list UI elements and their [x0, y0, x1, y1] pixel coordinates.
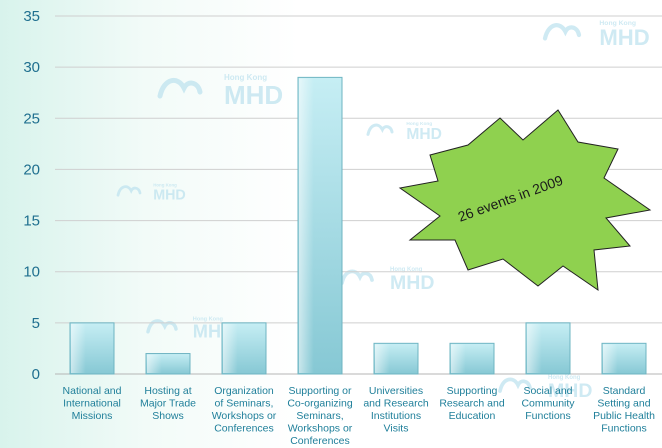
- bar-highlight: [527, 324, 569, 373]
- bar: [70, 323, 114, 374]
- y-tick-label: 5: [32, 315, 40, 332]
- x-tick-label: National and International Missions: [63, 385, 122, 422]
- y-axis-ticks: 0 5 10 15 20 25 30 35: [23, 8, 40, 383]
- x-tick-label: Social and Community Functions: [521, 385, 575, 422]
- bar-highlight: [71, 324, 113, 373]
- bar: [602, 343, 646, 374]
- bar: [450, 343, 494, 374]
- watermark-subtext: Hong Kong: [406, 121, 432, 127]
- bar-highlight: [451, 344, 493, 373]
- bar: [526, 323, 570, 374]
- bar-highlight: [223, 324, 265, 373]
- x-tick-label: Standard Setting and Public Health Function…: [593, 385, 655, 435]
- bar: [222, 323, 266, 374]
- watermark-text: MHD: [406, 126, 442, 143]
- x-tick-label: Hosting at Major Trade Shows: [140, 385, 196, 422]
- y-tick-label: 25: [23, 110, 40, 127]
- x-tick-label: Universities and Research Institutions Visi…: [363, 385, 429, 435]
- y-tick-label: 35: [23, 8, 40, 25]
- bar-highlight: [147, 355, 189, 373]
- watermark-text: MHD: [599, 25, 649, 50]
- x-axis-labels: National and International Missions Hosting…: [63, 385, 656, 447]
- watermark-subtext: Hong Kong: [193, 317, 224, 323]
- watermark-subtext: Hong Kong: [548, 375, 581, 381]
- y-tick-label: 10: [23, 264, 40, 281]
- bar: [298, 77, 342, 374]
- bar-highlight: [299, 78, 341, 373]
- watermark-text: MHD: [153, 188, 186, 204]
- bar: [146, 354, 190, 374]
- watermark-subtext: Hong Kong: [153, 182, 177, 187]
- y-tick-label: 0: [32, 366, 40, 383]
- y-tick-label: 20: [23, 161, 40, 178]
- watermark-text: MHD: [390, 272, 434, 294]
- x-tick-label: Organization of Seminars, Workshops or Conf…: [212, 385, 277, 435]
- watermark-subtext: Hong Kong: [224, 73, 267, 82]
- watermark-text: MHD: [224, 80, 283, 110]
- bar: [374, 343, 418, 374]
- x-tick-label: Supporting or Co-organizing Seminars, Works…: [287, 385, 353, 447]
- watermark-subtext: Hong Kong: [599, 20, 636, 27]
- bar-highlight: [603, 344, 645, 373]
- y-tick-label: 30: [23, 59, 40, 76]
- x-tick-label: Supporting Research and Education: [439, 385, 505, 422]
- y-tick-label: 15: [23, 213, 40, 230]
- bar-highlight: [375, 344, 417, 373]
